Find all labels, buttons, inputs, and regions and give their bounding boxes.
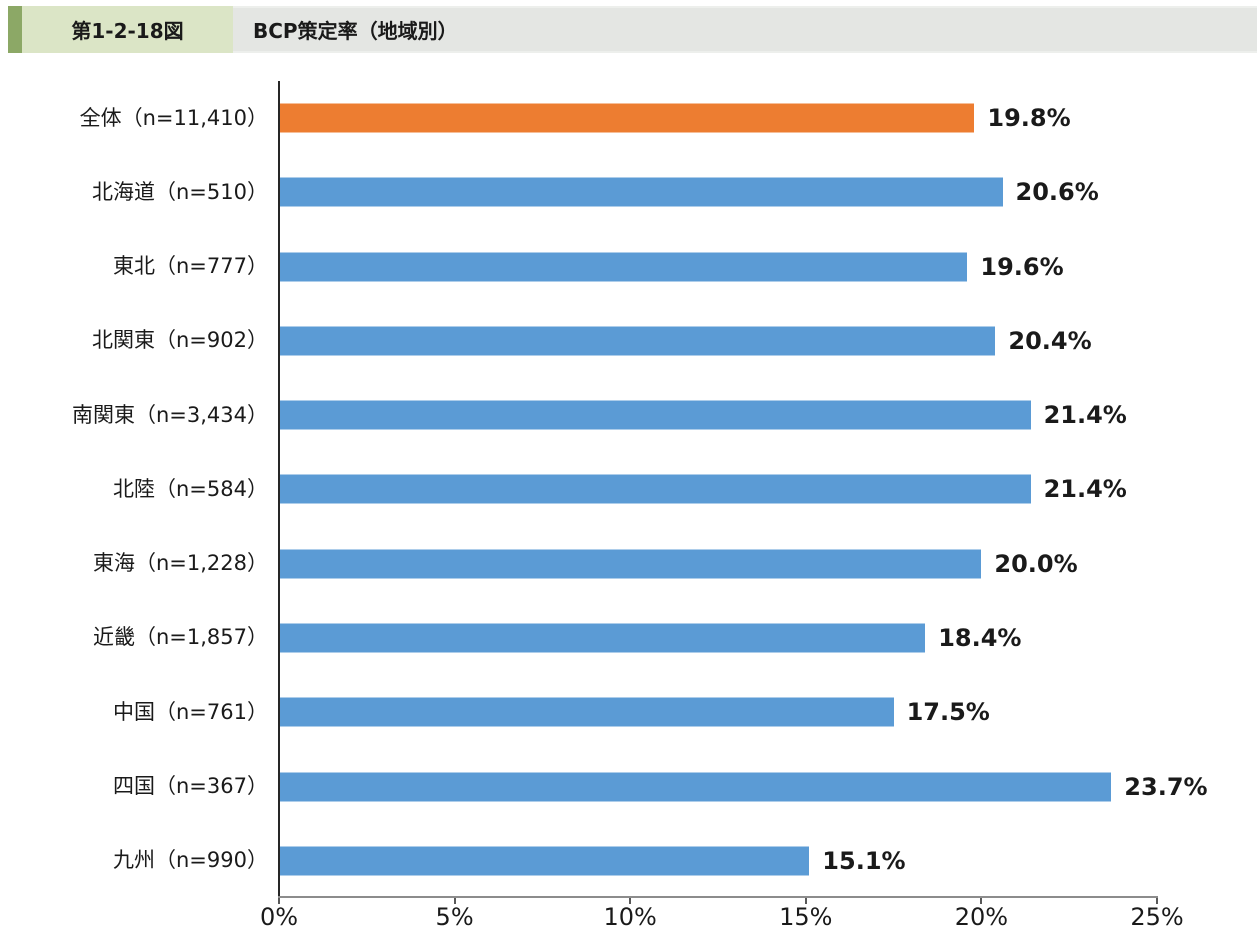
category-label: 北陸（n=584） [113,476,268,501]
category-label: 九州（n=990） [113,848,268,873]
bar-track: 20.4% [279,304,1257,378]
x-axis-tick-label: 10% [603,903,657,931]
x-axis-tick-mark [980,898,983,904]
bar [279,846,810,876]
bar-track: 23.7% [279,749,1257,823]
bar [279,772,1112,802]
bar-track: 20.0% [279,527,1257,601]
y-axis-line [278,81,280,898]
x-axis-tick-mark [1156,898,1158,904]
x-axis-tick-label: 20% [954,903,1009,931]
bar-row: 近畿（n=1,857） 18.4% [0,601,1257,675]
category-label: 四国（n=367） [113,773,268,798]
bar-row: 北海道（n=510） 20.6% [0,155,1257,229]
bar-row: 四国（n=367） 23.7% [0,749,1257,823]
bar-value-label: 17.5% [906,698,990,727]
bar-highlighted [279,103,975,133]
bar-row: 中国（n=761） 17.5% [0,675,1257,749]
x-axis-tick-label: 5% [435,903,474,931]
bar-track: 21.4% [279,378,1257,452]
bar [279,697,894,727]
bar [279,326,996,356]
bar-value-label: 19.8% [987,104,1071,133]
bar-track: 17.5% [279,675,1257,749]
bar-value-label: 23.7% [1124,772,1208,801]
category-label: 北関東（n=902） [92,328,268,353]
bar-row: 東北（n=777） 19.6% [0,230,1257,304]
category-label: 東海（n=1,228） [92,551,268,576]
figure-title: BCP策定率（地域別） [253,19,458,43]
bar [279,252,968,282]
bar [279,474,1031,504]
bar [279,623,926,653]
category-label: 南関東（n=3,434） [71,402,268,427]
x-axis-line [278,896,1158,898]
bar-track: 21.4% [279,452,1257,526]
bar-row: 九州（n=990） 15.1% [0,824,1257,898]
x-axis-tick-mark [804,898,807,904]
bar [279,177,1003,207]
figure-title-band: BCP策定率（地域別） [233,6,1257,53]
figure-header: 第1-2-18図 BCP策定率（地域別） [0,6,1257,53]
bar-track: 19.8% [279,81,1257,155]
category-label: 全体（n=11,410） [79,105,268,130]
bar-value-label: 21.4% [1043,475,1127,504]
bar-value-label: 15.1% [822,846,906,875]
x-axis-tick-label: 0% [259,903,299,931]
bar-value-label: 21.4% [1043,401,1127,430]
bar-track: 20.6% [279,155,1257,229]
bar-row: 北関東（n=902） 20.4% [0,304,1257,378]
category-label: 近畿（n=1,857） [92,625,268,650]
x-axis-tick-mark [278,898,280,904]
bar-row: 全体（n=11,410） 19.8% [0,81,1257,155]
category-label: 北海道（n=510） [92,179,268,204]
bar-track: 15.1% [279,824,1257,898]
x-axis-tick-mark [629,898,632,904]
chart-rows: 全体（n=11,410） 19.8% 北海道（n=510） 20.6% 東北（n=777… [0,81,1257,898]
figure-number-label: 第1-2-18図 [71,19,184,43]
bar-value-label: 19.6% [980,252,1064,281]
x-axis-tick-label: 25% [1130,903,1184,931]
bar-value-label: 20.0% [994,549,1078,578]
bar-row: 南関東（n=3,434） 21.4% [0,378,1257,452]
bar-row: 北陸（n=584） 21.4% [0,452,1257,526]
bar-value-label: 20.6% [1015,178,1099,207]
header-accent-bar [8,6,22,53]
figure-number-badge: 第1-2-18図 [22,6,233,53]
bar [279,400,1031,430]
bar-row: 東海（n=1,228） 20.0% [0,527,1257,601]
x-axis-tick-mark [453,898,456,904]
bar-track: 18.4% [279,601,1257,675]
category-label: 東北（n=777） [113,254,268,279]
x-axis-tick-label: 15% [779,903,833,931]
bar-value-label: 18.4% [938,623,1022,652]
bar-track: 19.6% [279,230,1257,304]
bar-value-label: 20.4% [1008,326,1092,355]
bar [279,549,982,579]
category-label: 中国（n=761） [113,699,268,724]
